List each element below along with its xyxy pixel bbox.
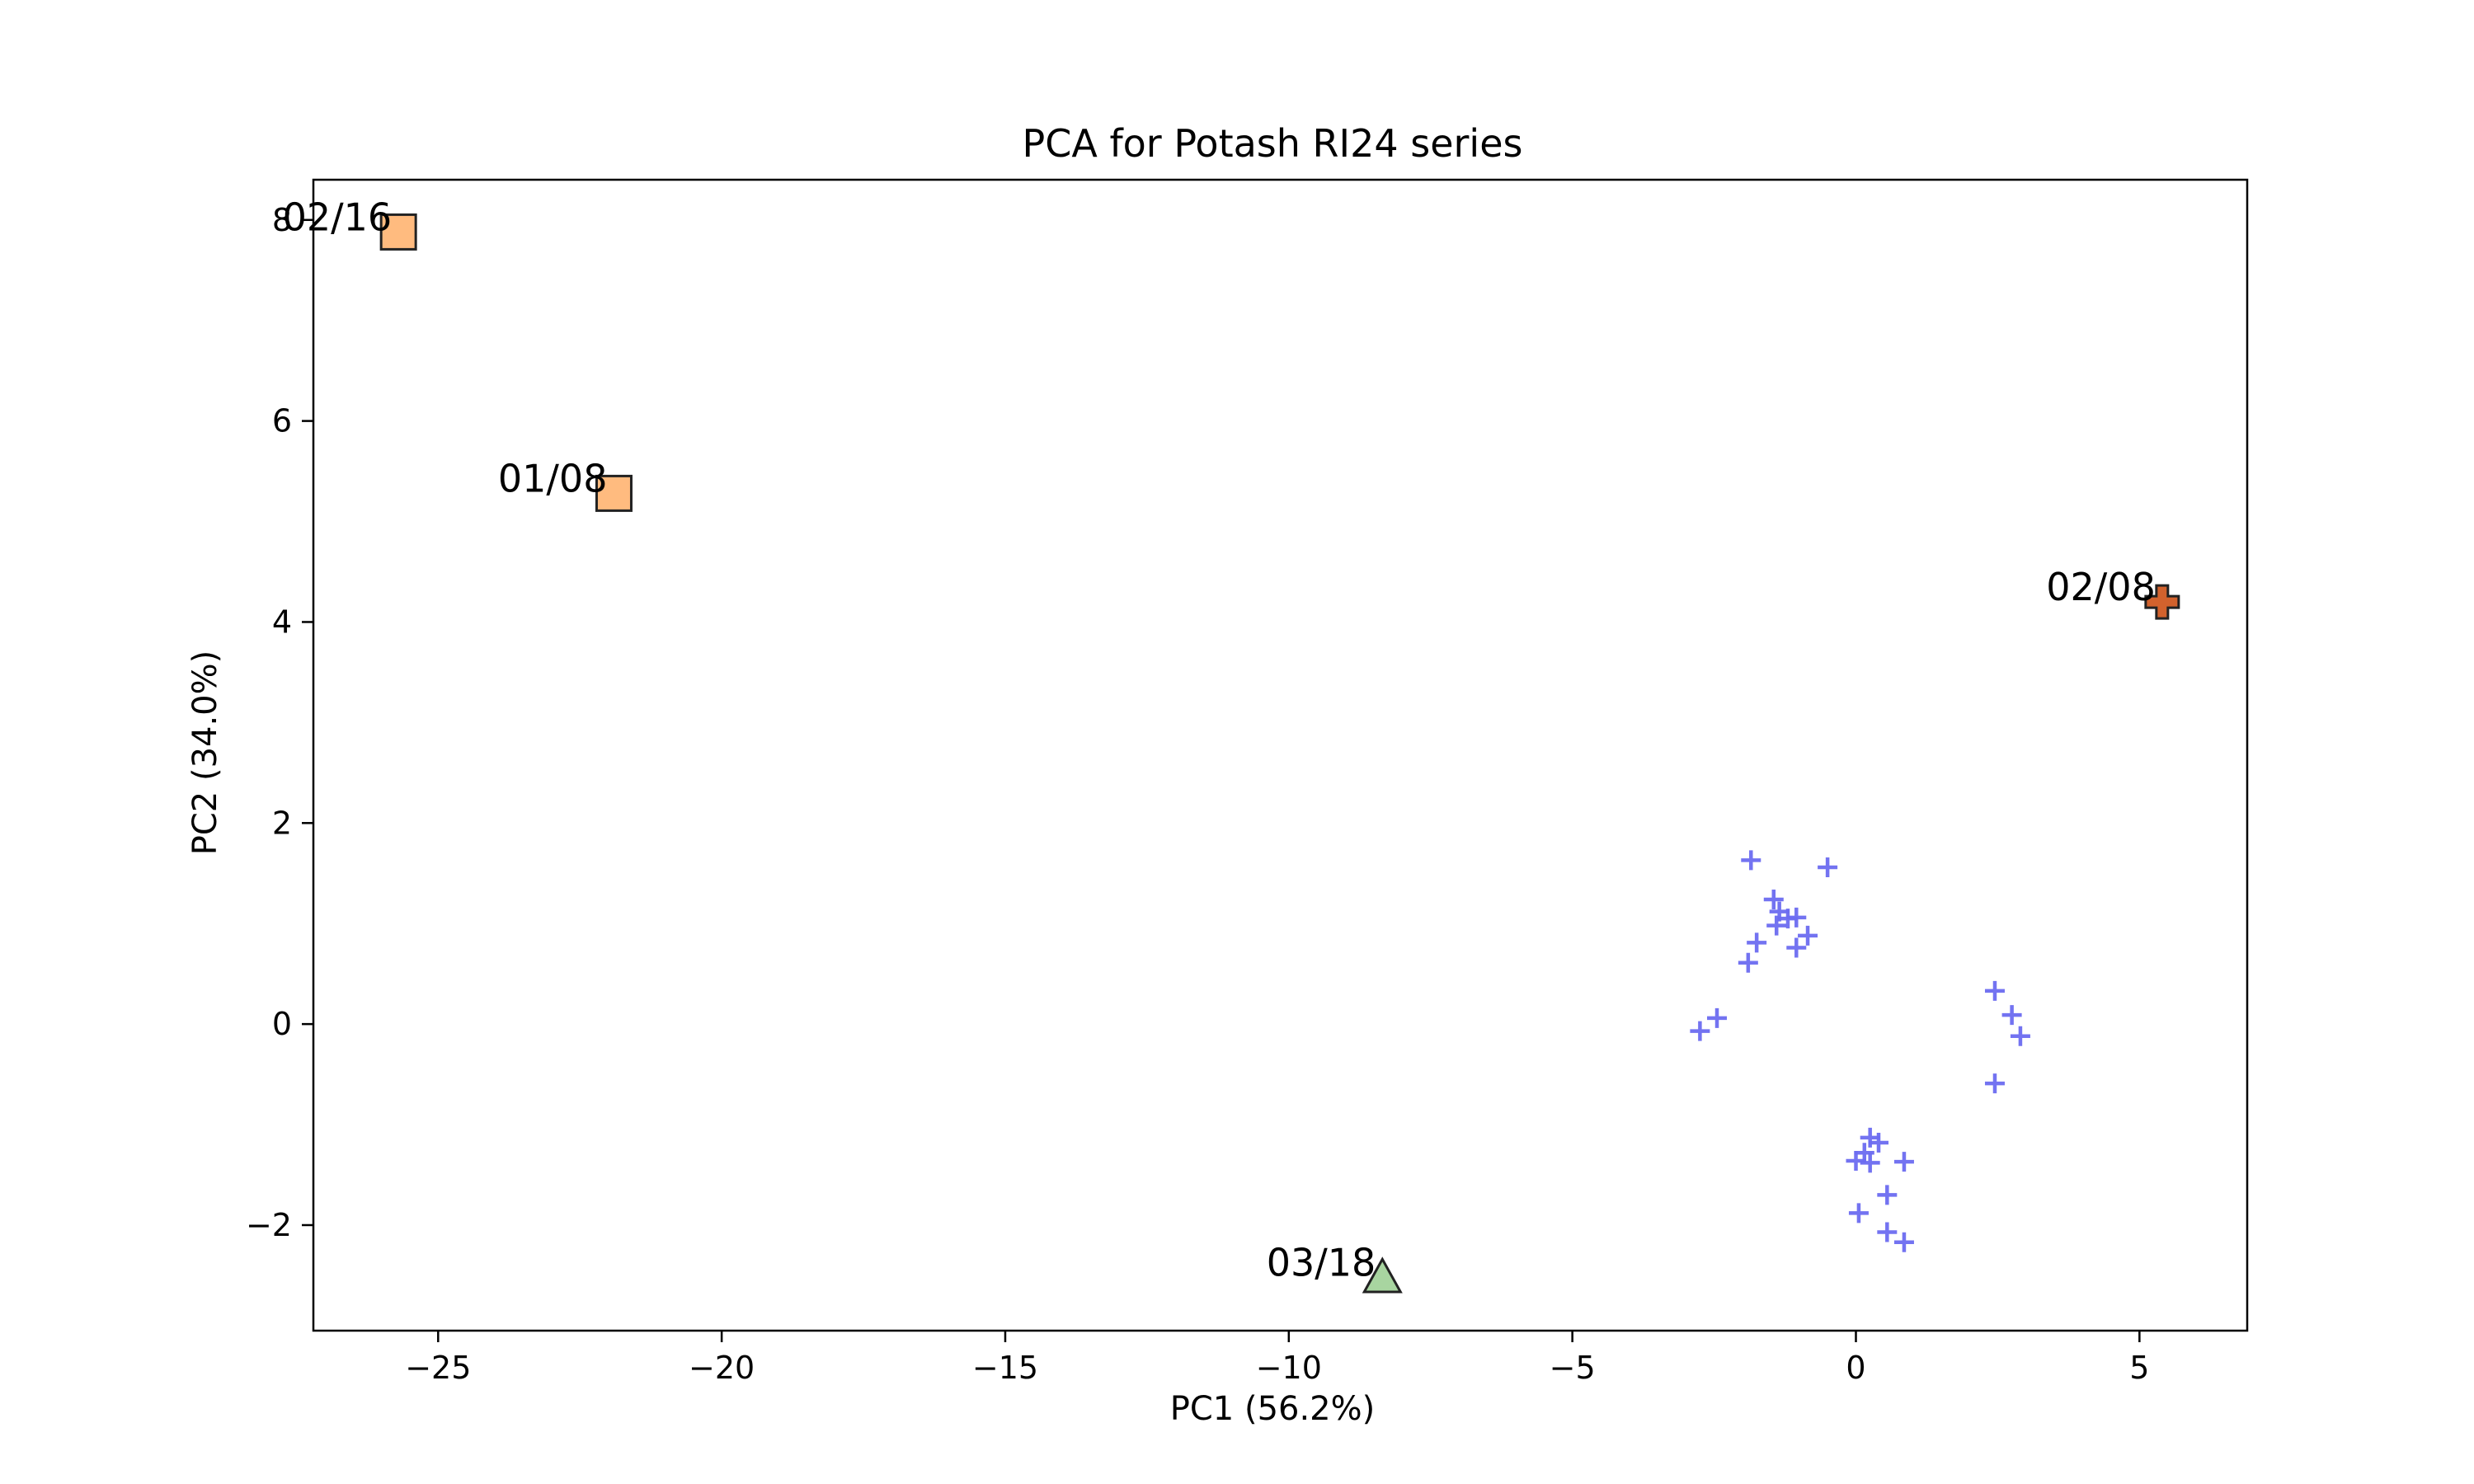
y-axis: −2 0 2 4 6 8 — [246, 202, 313, 1243]
cluster-point — [1877, 1222, 1898, 1242]
cluster-point — [1860, 1153, 1880, 1173]
x-tick-label: −10 — [1256, 1350, 1322, 1386]
cluster-point — [1893, 1232, 1914, 1252]
y-tick-label: −2 — [246, 1207, 292, 1243]
x-tick-label: −5 — [1550, 1350, 1596, 1386]
x-tick-label: −15 — [972, 1350, 1038, 1386]
cluster-point — [1818, 857, 1838, 877]
x-tick-label: 5 — [2129, 1350, 2149, 1386]
cluster-point — [1766, 915, 1787, 936]
cluster-point — [1798, 925, 1818, 946]
cross-point — [2144, 584, 2180, 620]
square-point — [379, 213, 417, 251]
point-annotation: 02/08 — [2046, 565, 2156, 609]
square-point — [595, 474, 633, 512]
cluster-point — [1893, 1152, 1914, 1172]
cluster-point — [1846, 1150, 1866, 1171]
x-tick-label: 0 — [1846, 1350, 1865, 1386]
y-tick-label: 0 — [272, 1006, 292, 1042]
cluster-point — [1747, 932, 1767, 953]
point-annotation: 02/16 — [283, 195, 393, 239]
cluster-point — [1786, 907, 1807, 928]
x-axis-label: PC1 (56.2%) — [1170, 1390, 1376, 1428]
y-axis-label: PC2 (34.0%) — [186, 650, 224, 856]
y-tick-label: 8 — [272, 202, 292, 238]
plot-area: 02/16 01/08 02/08 03/18 — [283, 195, 2180, 1294]
point-annotation: 01/08 — [498, 456, 608, 500]
cluster-point — [1707, 1007, 1728, 1028]
cluster-point — [1738, 952, 1758, 973]
cluster-point — [1786, 937, 1807, 958]
cluster-point — [1984, 1073, 2005, 1094]
cluster-point — [1984, 980, 2005, 1001]
point-annotation: 03/18 — [1267, 1240, 1376, 1284]
y-tick-label: 6 — [272, 403, 292, 439]
y-tick-label: 2 — [272, 805, 292, 841]
cluster-point — [2001, 1005, 2022, 1026]
chart-title: PCA for Potash RI24 series — [1023, 121, 1523, 166]
cluster-point — [1763, 889, 1784, 909]
x-tick-label: −20 — [689, 1350, 755, 1386]
triangle-point — [1362, 1256, 1403, 1294]
y-tick-label: 4 — [272, 603, 292, 640]
cluster-point — [1741, 850, 1761, 871]
cluster-point — [2010, 1026, 2030, 1046]
cluster-point — [1690, 1021, 1710, 1041]
x-axis: −25 −20 −15 −10 −5 0 5 — [405, 1331, 2149, 1386]
cluster-point — [1877, 1185, 1898, 1205]
cluster-point — [1869, 1133, 1889, 1153]
cluster-point — [1848, 1203, 1869, 1223]
plot-frame — [312, 178, 2249, 1332]
x-tick-label: −25 — [405, 1350, 471, 1386]
